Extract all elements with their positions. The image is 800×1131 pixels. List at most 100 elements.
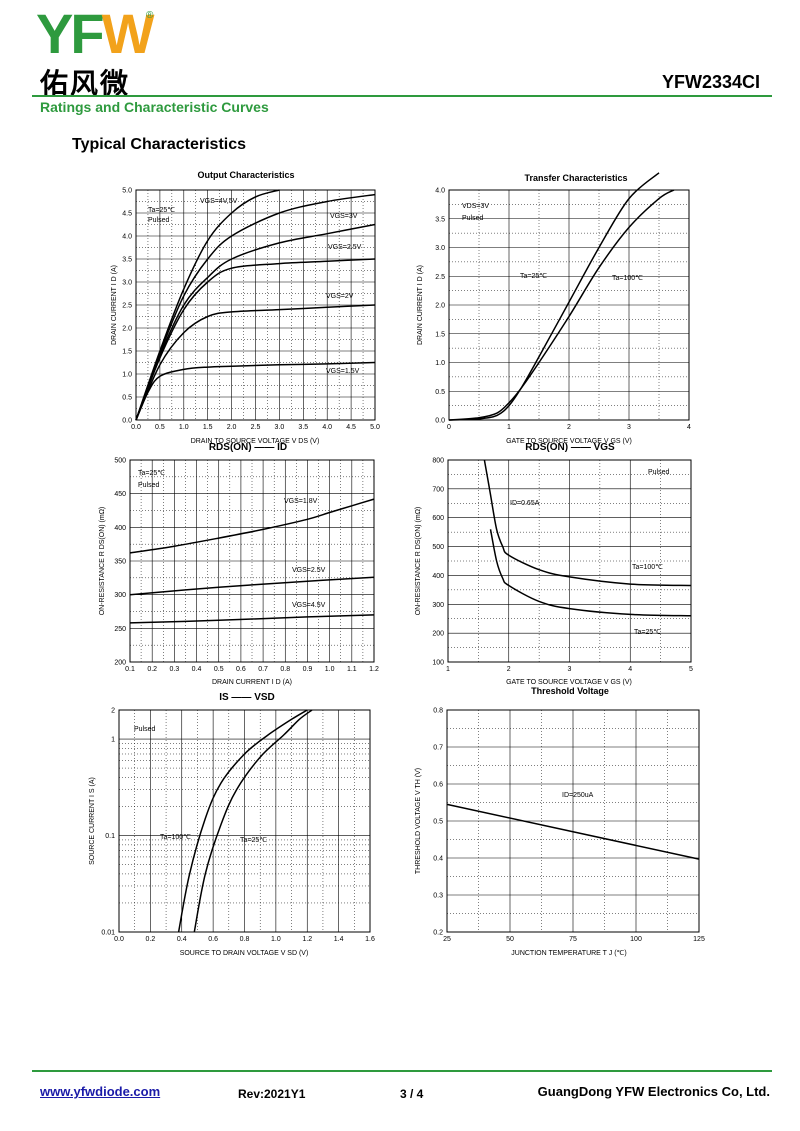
y-tick-label: 400 [432,573,444,580]
y-axis-label: ON-RESISTANCE R DS(ON) (mΩ) [99,507,106,616]
x-tick-label: 0.6 [236,666,246,673]
y-tick-label: 2.5 [122,303,132,310]
series-line [129,614,375,624]
series-line [135,189,280,421]
series-label: VGS=2.5V [328,244,362,251]
revision: Rev:2021Y1 [238,1087,306,1101]
header-divider [32,95,772,97]
x-tick-label: 3.0 [275,424,285,431]
chart-annotation: ID=250uA [562,792,594,799]
series-label: VGS=2.5V [292,567,326,574]
chart-annotation: Ta=25℃ [148,207,175,214]
series-label: VGS=3V [330,213,358,220]
y-tick-label: 0.2 [433,930,443,937]
series-line [177,709,308,933]
x-tick-label: 1.2 [369,666,379,673]
chart-annotation: Ta=25℃ [138,470,165,477]
page-heading: Typical Characteristics [72,136,247,153]
x-tick-label: 5.0 [370,424,380,431]
plot-frame [448,189,690,421]
x-tick-label: 2 [507,666,511,673]
company-name: GuangDong YFW Electronics Co, Ltd. [537,1084,770,1099]
y-tick-label: 250 [114,626,126,633]
y-tick-label: 0.7 [433,745,443,752]
y-tick-label: 0.5 [122,395,132,402]
y-tick-label: 100 [432,660,444,667]
x-tick-label: 0.4 [192,666,202,673]
y-tick-label: 500 [114,458,126,465]
y-axis-label: ON-RESISTANCE R DS(ON) (mΩ) [415,507,422,616]
y-tick-label: 3.0 [122,280,132,287]
x-tick-label: 1.1 [347,666,357,673]
chart-title: Transfer Characteristics [524,173,627,183]
x-axis-label: JUNCTION TEMPERATURE T J (℃) [511,950,626,957]
website-link[interactable]: www.yfwdiode.com [40,1084,161,1099]
y-tick-label: 5.0 [122,188,132,195]
series-line [483,459,692,587]
y-tick-label: 1.5 [435,331,445,338]
plot-frame [446,709,700,933]
logo: YFW [36,6,154,62]
series-line [135,193,376,421]
x-tick-label: 1.4 [334,936,344,943]
y-tick-label: 0.1 [105,833,115,840]
series-line [135,304,376,421]
section-title: Ratings and Characteristic Curves [40,99,269,115]
page-number: 3 / 4 [400,1087,424,1101]
plot-frame [118,709,371,933]
x-tick-label: 0.5 [214,666,224,673]
x-axis-label: SOURCE TO DRAIN VOLTAGE V SD (V) [180,950,309,957]
x-tick-label: 75 [569,936,577,943]
x-tick-label: 25 [443,936,451,943]
y-tick-label: 0.6 [433,782,443,789]
series-line [448,172,660,421]
y-tick-label: 0.01 [101,930,115,937]
x-axis-label: GATE TO SOURCE VOLTAGE V GS (V) [506,679,632,686]
x-tick-label: 0.1 [125,666,135,673]
chart-annotation: Pulsed [648,469,670,476]
x-tick-label: 1.0 [271,936,281,943]
y-tick-label: 300 [432,602,444,609]
chart-title: Threshold Voltage [531,686,609,696]
series-label: VGS=2V [326,293,354,300]
chart-annotation: Pulsed [148,217,170,224]
series-line [193,709,313,933]
chart-annotation: VDS=3V [462,203,489,210]
y-tick-label: 200 [432,631,444,638]
x-tick-label: 1.6 [365,936,375,943]
series-label: Ta=100℃ [632,564,663,571]
y-tick-label: 600 [432,515,444,522]
y-tick-label: 1.0 [435,360,445,367]
y-tick-label: 4.0 [122,234,132,241]
y-tick-label: 0.0 [122,418,132,425]
x-tick-label: 0.6 [208,936,218,943]
x-tick-label: 2 [567,424,571,431]
y-axis-label: SOURCE CURRENT I S (A) [89,777,96,865]
series-line [489,529,692,617]
series-label: VGS=1.5V [326,368,360,375]
y-tick-label: 4.0 [435,188,445,195]
chart-title: Output Characteristics [197,170,294,180]
chart-title: RDS(ON) —— ID [209,442,287,453]
y-tick-label: 450 [114,491,126,498]
y-tick-label: 3.5 [435,216,445,223]
y-tick-label: 1 [111,737,115,744]
series-label: VGS=4V,5V [200,198,238,205]
logo-chinese-name: 佑风微 [40,67,131,100]
chart-annotation: ID=0.65A [510,500,540,507]
series-line [446,803,700,860]
chart-annotation: Pulsed [462,215,484,222]
x-axis-label: DRAIN TO SOURCE VOLTAGE V DS (V) [191,438,320,445]
y-tick-label: 350 [114,559,126,566]
series-line [448,189,675,421]
x-axis-label: GATE TO SOURCE VOLTAGE V GS (V) [506,438,632,445]
chart-annotation: Pulsed [134,726,156,733]
plot-frame [129,459,375,663]
series-label: VGS=4.5V [292,602,326,609]
series-line [129,498,375,554]
y-tick-label: 3.5 [122,257,132,264]
x-tick-label: 0.4 [177,936,187,943]
y-tick-label: 500 [432,544,444,551]
